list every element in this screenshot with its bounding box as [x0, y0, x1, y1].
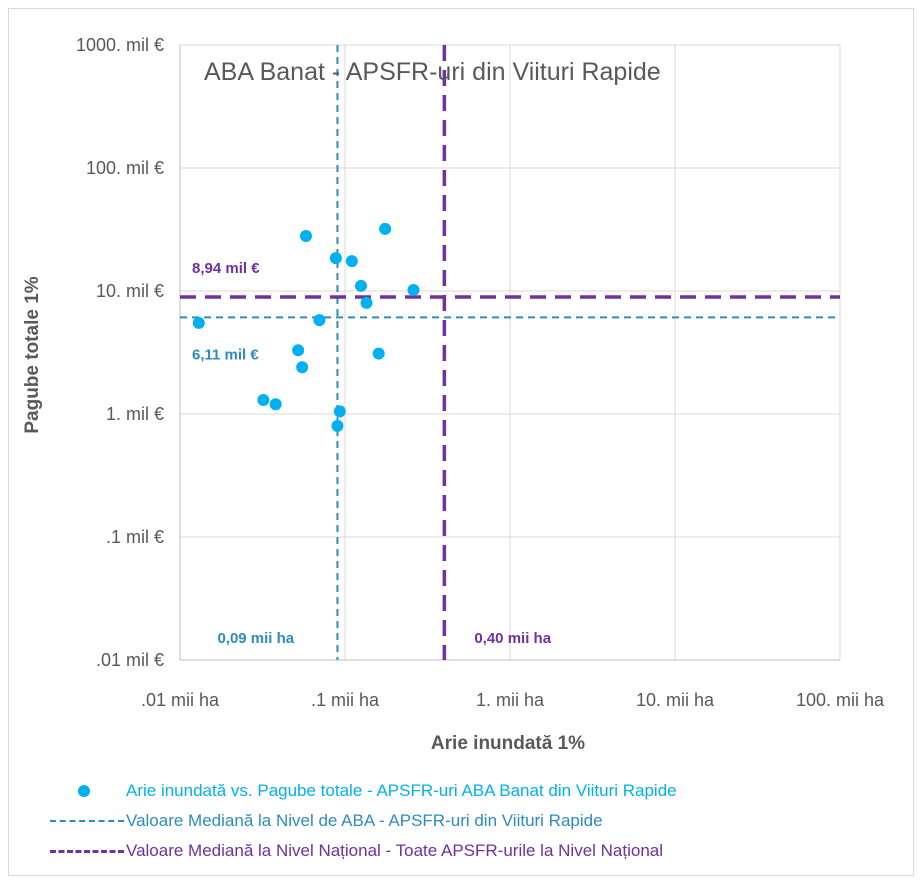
median-y-label: 6,11 mil €	[192, 346, 259, 363]
grid-lines	[179, 44, 841, 661]
chart-title: ABA Banat - APSFR-uri din Viituri Rapide	[204, 58, 661, 86]
median-x-label: 0,40 mii ha	[474, 630, 551, 647]
data-point	[296, 361, 309, 374]
data-point	[269, 398, 282, 411]
legend-dot-marker	[78, 785, 90, 797]
data-point	[257, 393, 270, 406]
data-point	[379, 222, 392, 235]
y-tick-label: 100. mil €	[86, 158, 164, 178]
data-point	[407, 283, 420, 296]
data-point	[192, 316, 205, 329]
data-point	[331, 419, 344, 432]
legend-label-series: Arie inundată vs. Pagube totale - APSFR-…	[126, 781, 677, 800]
legend-item-aba-median: Valoare Mediană la Nivel de ABA - APSFR-…	[40, 806, 910, 836]
legend: Arie inundată vs. Pagube totale - APSFR-…	[40, 776, 910, 866]
y-tick-label: 1. mil €	[106, 404, 164, 424]
data-point	[329, 252, 342, 265]
data-point	[354, 279, 367, 292]
median-x-label: 0,09 mii ha	[217, 630, 294, 647]
data-points	[192, 222, 420, 432]
legend-item-national-median: Valoare Mediană la Nivel Național - Toat…	[40, 836, 910, 866]
chart-frame	[8, 8, 914, 876]
data-point	[372, 347, 385, 360]
data-point	[313, 314, 326, 327]
x-tick-label: 1. mii ha	[476, 690, 545, 710]
data-point	[333, 405, 346, 418]
y-tick-label: 10. mil €	[96, 281, 164, 301]
tick-labels: .01 mii ha .1 mii ha 1. mii ha 10. mii ha 10…	[76, 35, 885, 710]
legend-dash-national	[50, 850, 124, 853]
data-point	[299, 229, 312, 242]
x-tick-label: .01 mii ha	[141, 690, 220, 710]
legend-label-national-median: Valoare Mediană la Nivel Național - Toat…	[126, 841, 664, 860]
y-axis-label: Pagube totale 1%	[22, 276, 43, 433]
x-tick-label: 100. mii ha	[796, 690, 885, 710]
y-tick-label: .01 mil €	[96, 650, 164, 670]
legend-label-aba-median: Valoare Mediană la Nivel de ABA - APSFR-…	[126, 811, 603, 830]
data-point	[345, 255, 358, 268]
y-tick-label: .1 mil €	[106, 527, 164, 547]
x-tick-label: .1 mii ha	[311, 690, 380, 710]
x-tick-label: 10. mii ha	[636, 690, 715, 710]
legend-item-series: Arie inundată vs. Pagube totale - APSFR-…	[40, 776, 910, 806]
median-y-label: 8,94 mil €	[192, 260, 260, 277]
data-point	[292, 344, 305, 357]
x-axis-label: Arie inundată 1%	[431, 733, 585, 754]
y-tick-label: 1000. mil €	[76, 35, 164, 55]
legend-dash-aba	[50, 820, 124, 822]
data-point	[360, 296, 373, 309]
scatter-chart: .01 mii ha .1 mii ha 1. mii ha 10. mii ha 10…	[22, 35, 885, 754]
reference-lines: 0,09 mii ha 6,11 mil € 0,40 mii ha 8,94 mil…	[180, 45, 840, 660]
